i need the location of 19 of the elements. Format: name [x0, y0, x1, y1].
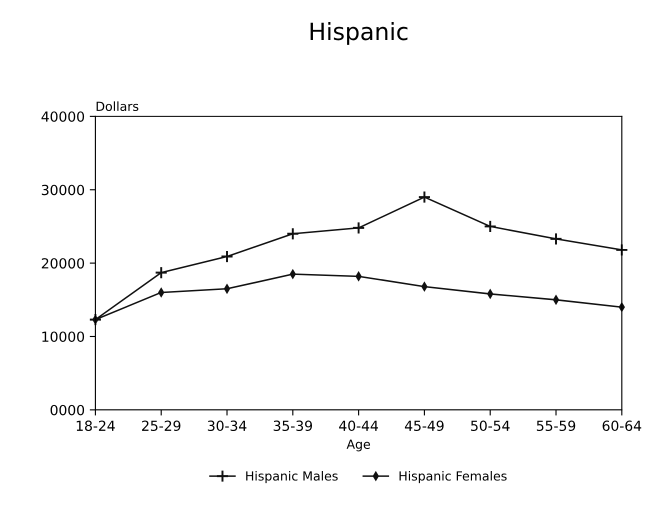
x-tick-label: 50-54 [471, 420, 510, 432]
chart-title: Hispanic [310, 22, 408, 45]
y-tick-label: 20000 [42, 258, 84, 269]
x-tick-label: 60-64 [602, 420, 642, 432]
x-tick-label: 55-59 [536, 420, 576, 432]
legend-label: Hispanic Females [400, 471, 507, 484]
y-tick-label: 40000 [41, 111, 84, 122]
x-axis-title: Age [346, 440, 370, 452]
y-tick-label: 30000 [42, 184, 84, 196]
x-tick-label: 30-34 [208, 420, 246, 432]
x-tick-label: 35-39 [274, 420, 312, 432]
x-tick-label: 40-44 [339, 420, 378, 432]
legend-label: Hispanic Males [246, 471, 338, 484]
y-tick-label: 10000 [42, 331, 84, 342]
x-tick-label: 25-29 [142, 420, 180, 432]
x-tick-label: 18-24 [76, 420, 115, 432]
y-tick-label: 0000 [50, 404, 84, 416]
x-tick-label: 45-49 [404, 420, 444, 432]
y-axis-title: Dollars [96, 101, 138, 112]
